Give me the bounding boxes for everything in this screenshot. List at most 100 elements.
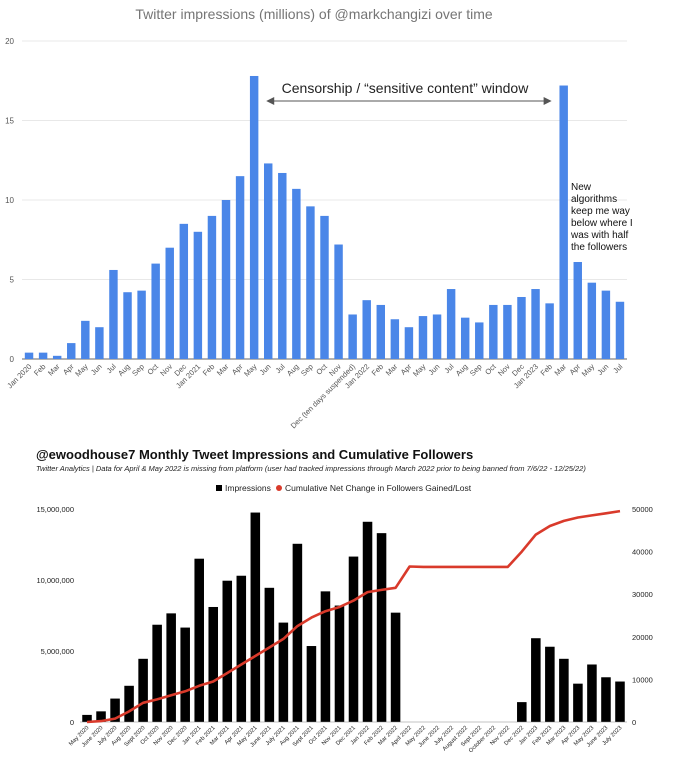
chart2-bar: [208, 606, 219, 722]
chart2-ytick-right: 20000: [632, 633, 653, 642]
chart2-bar: [573, 683, 583, 722]
chart1-xtick: Mar: [384, 362, 400, 378]
chart1-bar: [151, 263, 160, 359]
chart1-xtick: May: [411, 362, 428, 379]
chart1-bar: [221, 200, 231, 359]
chart2-bar: [545, 646, 555, 722]
chart1-xtick: Feb: [32, 362, 48, 378]
chart2-bar: [82, 714, 92, 722]
chart2-bar: [152, 624, 162, 722]
note-line: algorithms: [571, 194, 617, 205]
chart1-xtick: Nov: [496, 362, 512, 378]
chart2-bar: [166, 613, 176, 722]
chart1-xtick: May: [73, 362, 90, 379]
chart1-ytick: 15: [5, 117, 14, 126]
chart1-bar: [573, 262, 582, 359]
chart1-xtick: Oct: [145, 361, 160, 376]
censorship-window-label: Censorship / “sensitive content” window: [282, 80, 530, 96]
chart1-xtick: Aug: [285, 362, 301, 378]
chart2-subtitle: Twitter Analytics | Data for April & May…: [36, 464, 586, 473]
chart1-xtick: Oct: [483, 361, 498, 376]
chart1-bar: [207, 215, 217, 359]
chart2-bar: [587, 664, 597, 722]
chart1-xtick: Jul: [274, 362, 287, 375]
chart1-bar: [292, 188, 301, 359]
chart1-bar: [503, 304, 512, 359]
chart1-bar: [264, 163, 273, 359]
chart1-xtick: Apr: [61, 362, 76, 377]
chart1-bar: [432, 314, 442, 359]
chart1-bar: [179, 223, 189, 359]
chart1-bar: [446, 289, 456, 359]
chart2-bar: [110, 698, 120, 722]
chart1-xtick: Feb: [539, 362, 555, 378]
chart2-bar: [138, 658, 148, 722]
chart1-bar: [235, 176, 245, 359]
chart2-ytick-left: 10,000,000: [36, 576, 74, 585]
followers-line: [86, 509, 621, 724]
chart1-xtick: Jul: [442, 362, 455, 375]
chart1-ytick: 10: [5, 196, 14, 205]
legend-impressions-swatch: [216, 485, 222, 491]
chart1-xtick: Mar: [46, 362, 62, 378]
chart2-bar: [250, 512, 261, 722]
chart2-ytick-left: 5,000,000: [41, 647, 74, 656]
chart1-bar: [489, 304, 498, 359]
chart1-xtick: Jun: [89, 362, 104, 377]
chart1-xtick: Oct: [314, 361, 329, 376]
chart1-bar: [545, 303, 554, 359]
chart2-bar: [517, 702, 527, 722]
chart1-bar: [67, 343, 76, 359]
chart1-title: Twitter impressions (millions) of @markc…: [135, 6, 493, 22]
chart2-bar: [292, 543, 303, 722]
chart1-bar: [320, 215, 329, 359]
chart2-ytick-left: 15,000,000: [36, 505, 74, 514]
chart1-xtick: Nov: [158, 362, 174, 378]
chart1-xtick: Apr: [399, 362, 414, 377]
chart2-bar: [390, 612, 401, 722]
chart1-bar: [52, 355, 62, 359]
chart1-bar: [193, 231, 203, 359]
legend-followers-swatch: [276, 485, 282, 491]
chart1-bar: [306, 206, 315, 359]
note-line: the followers: [571, 242, 627, 253]
chart1-ytick: 5: [10, 276, 15, 285]
chart1-xtick: Jul: [611, 362, 624, 375]
chart2-bar: [96, 711, 106, 722]
chart1-ytick: 20: [5, 37, 14, 46]
chart1-bar: [348, 314, 357, 359]
chart1-bar: [362, 300, 371, 359]
chart1-xtick: Jan 2020: [5, 362, 33, 390]
chart1-xtick: Sep: [468, 362, 484, 378]
chart1-bar: [376, 304, 385, 359]
chart2-bar: [180, 627, 190, 722]
chart1-xtick: Apr: [568, 362, 583, 377]
chart1-bar: [24, 352, 34, 359]
chart2-bar: [601, 677, 611, 722]
chart2-bar: [362, 521, 373, 722]
chart2-bar: [236, 575, 247, 722]
chart1-xtick: Jun: [595, 362, 610, 377]
chart2-bar: [376, 533, 387, 722]
chart1-bar: [587, 282, 597, 359]
chart1-xtick: Aug: [454, 362, 470, 378]
chart1-bar: [165, 247, 174, 359]
chart1-bar: [95, 327, 104, 359]
chart2-ytick-right: 10000: [632, 675, 653, 684]
chart1-xtick: Feb: [370, 362, 386, 378]
chart1-bar: [38, 352, 48, 359]
chart2-ytick-left: 0: [70, 718, 74, 727]
chart1-bar: [81, 320, 90, 359]
chart1-bar: [123, 292, 132, 359]
chart1-xtick: Mar: [215, 362, 231, 378]
chart1-xtick: Jun: [427, 362, 442, 377]
arrow-right-icon: [543, 97, 552, 105]
chart1-xtick: Jun: [258, 362, 273, 377]
chart1-bar: [137, 290, 146, 359]
chart2-legend: Impressions Cumulative Net Change in Fol…: [216, 483, 472, 493]
chart1-xtick: Mar: [553, 362, 569, 378]
chart2-bar: [348, 556, 359, 722]
chart1-xtick: Aug: [116, 362, 132, 378]
